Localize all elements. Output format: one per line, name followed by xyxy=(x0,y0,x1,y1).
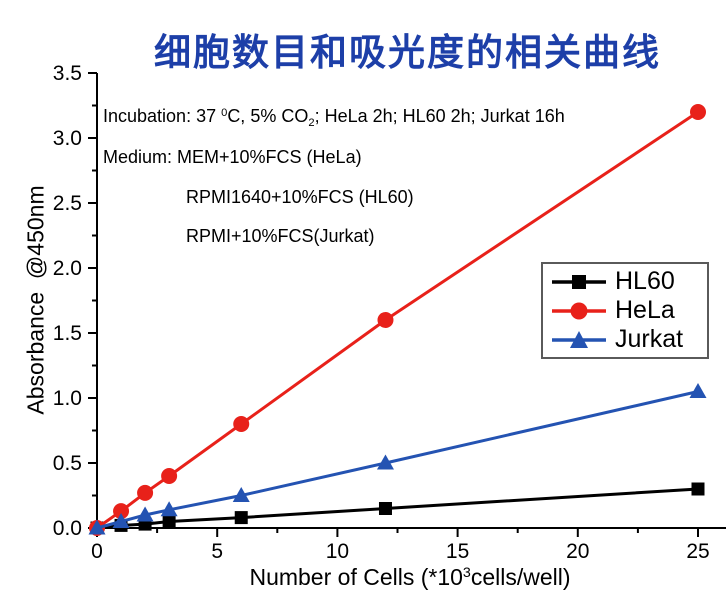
legend-box: HL60 HeLa Jurkat xyxy=(541,262,709,359)
data-marker-square xyxy=(162,515,176,528)
x-tick-label: 0 xyxy=(91,540,103,563)
annotation-medium-line1: Medium: MEM+10%FCS (HeLa) xyxy=(103,147,362,167)
legend-row-hela: HeLa xyxy=(551,296,707,325)
data-marker-triangle xyxy=(136,506,154,522)
data-marker-square xyxy=(691,482,705,496)
x-tick-label: 25 xyxy=(686,540,709,563)
series-line xyxy=(96,487,699,530)
y-tick-label: 2.0 xyxy=(53,257,82,280)
series-Jurkat xyxy=(88,383,707,535)
data-marker-triangle xyxy=(112,513,130,528)
text-run: ; HeLa 2h; HL60 2h; Jurkat 16h xyxy=(314,106,565,126)
y-axis-label: Absorbance @450nm xyxy=(22,185,49,415)
subscript-text: 2 xyxy=(308,116,315,129)
x-tick-label: 15 xyxy=(446,540,469,563)
y-tick-label: 1.5 xyxy=(53,322,82,345)
legend-marker-triangle xyxy=(552,330,606,348)
data-marker-circle xyxy=(161,468,178,484)
data-marker-triangle xyxy=(232,487,250,502)
data-marker-circle xyxy=(377,312,394,328)
text-run: C, 5% CO xyxy=(227,106,309,126)
legend-marker-circle xyxy=(552,302,606,319)
data-marker-square xyxy=(234,511,248,525)
legend-triangle-marker xyxy=(570,330,588,348)
legend-row-jurkat: Jurkat xyxy=(551,325,707,354)
x-axis-label: Number of Cells (*103cells/well) xyxy=(90,564,728,591)
y-tick-label: 0.0 xyxy=(53,517,82,540)
legend-items: HL60 HeLa Jurkat xyxy=(551,267,707,354)
superscript-text: 0 xyxy=(221,106,228,119)
data-marker-square xyxy=(378,502,392,515)
data-marker-triangle xyxy=(376,454,394,470)
legend-square-marker xyxy=(572,274,586,289)
annotation-incubation: Incubation: 37 0C, 5% CO2; HeLa 2h; HL60… xyxy=(103,106,565,129)
data-marker-circle xyxy=(690,104,706,120)
x-tick-label: 10 xyxy=(326,540,349,563)
y-tick-label: 3.5 xyxy=(53,62,82,85)
data-marker-circle xyxy=(137,484,154,501)
annotation-medium-line2: RPMI1640+10%FCS (HL60) xyxy=(186,187,414,207)
data-marker-triangle xyxy=(689,383,707,398)
x-tick-label: 5 xyxy=(211,540,223,563)
annotation-medium-line3: RPMI+10%FCS(Jurkat) xyxy=(186,226,375,246)
data-marker-triangle xyxy=(160,501,178,517)
text-run: Number of Cells (*10 xyxy=(249,564,463,590)
text-run: cells/well) xyxy=(470,564,571,590)
y-tick-label: 1.0 xyxy=(53,387,82,410)
data-marker-circle xyxy=(113,503,130,520)
data-marker-triangle xyxy=(88,519,106,535)
axes: 0 5 10 15 20 250.00.51.01.52.02.53.03.5 xyxy=(53,62,726,563)
legend-marker-square xyxy=(552,274,606,289)
y-tick-label: 2.5 xyxy=(53,192,82,215)
legend-label: HeLa xyxy=(615,296,675,324)
legend-label: HL60 xyxy=(615,267,675,295)
superscript-text: 3 xyxy=(462,565,471,582)
chart-title: 细胞数目和吸光度的相关曲线 xyxy=(154,32,661,73)
y-tick-label: 3.0 xyxy=(53,127,82,150)
x-tick-label: 20 xyxy=(566,540,589,563)
legend-row-hl60: HL60 xyxy=(551,267,707,296)
y-tick-label: 0.5 xyxy=(53,452,82,475)
legend-circle-marker xyxy=(570,302,588,319)
text-run: Incubation: 37 xyxy=(103,106,222,126)
data-marker-circle xyxy=(233,416,250,432)
legend-label: Jurkat xyxy=(615,325,684,353)
series-HeLa xyxy=(89,104,706,536)
